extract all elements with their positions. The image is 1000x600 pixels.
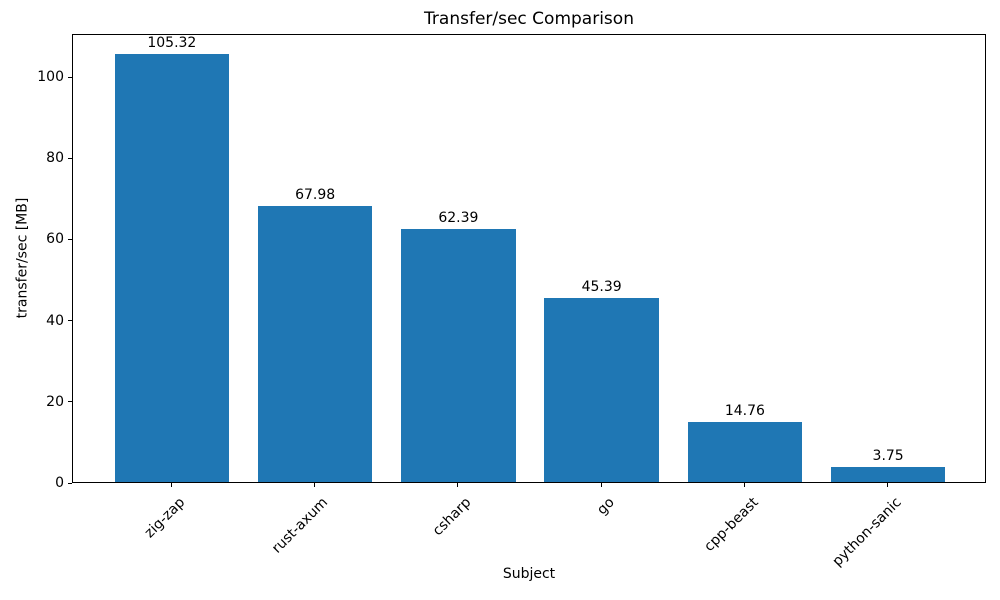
bar-value-label: 62.39 bbox=[438, 209, 479, 226]
x-tick-label: cpp-beast bbox=[700, 494, 762, 555]
x-tick-mark bbox=[887, 483, 889, 487]
y-tick-mark bbox=[68, 320, 72, 322]
y-tick-mark bbox=[68, 401, 72, 403]
x-tick-mark bbox=[457, 483, 459, 487]
bar-zig-zap bbox=[114, 54, 230, 482]
y-tick-label: 60 bbox=[46, 231, 64, 248]
y-tick-label: 40 bbox=[46, 312, 64, 329]
plot-area: 105.32 67.98 62.39 45.39 14.76 3.75 bbox=[72, 34, 986, 483]
y-tick-label: 20 bbox=[46, 393, 64, 410]
y-tick-label: 0 bbox=[55, 475, 64, 491]
y-tick-label: 80 bbox=[46, 150, 64, 167]
x-tick-label: python-sanic bbox=[829, 494, 905, 570]
bar-value-label: 3.75 bbox=[872, 447, 904, 464]
y-tick-mark bbox=[68, 482, 72, 484]
x-tick-label: csharp bbox=[430, 494, 475, 540]
bar-value-label: 105.32 bbox=[147, 35, 197, 52]
x-tick-mark bbox=[743, 483, 745, 487]
x-tick-mark bbox=[314, 483, 316, 487]
x-tick-mark bbox=[600, 483, 602, 487]
x-axis-label: Subject bbox=[502, 566, 556, 582]
y-tick-mark bbox=[68, 157, 72, 159]
bar-cpp-beast bbox=[687, 422, 803, 482]
x-tick-label: go bbox=[594, 494, 618, 519]
x-tick-label: rust-axum bbox=[269, 494, 332, 557]
y-tick-mark bbox=[68, 238, 72, 240]
bar-value-label: 67.98 bbox=[295, 187, 336, 204]
x-tick-label: zig-zap bbox=[141, 494, 189, 542]
bar-go bbox=[544, 297, 659, 482]
bar-rust-axum bbox=[257, 206, 373, 482]
y-axis-label: transfer/sec [MB] bbox=[14, 197, 31, 319]
bar-csharp bbox=[401, 228, 516, 482]
bar-value-label: 45.39 bbox=[581, 278, 622, 295]
y-tick-label: 100 bbox=[37, 69, 64, 86]
y-tick-mark bbox=[68, 76, 72, 78]
x-tick-mark bbox=[170, 483, 172, 487]
bar-python-sanic bbox=[830, 466, 946, 482]
bar-value-label: 14.76 bbox=[724, 403, 765, 420]
chart-title: Transfer/sec Comparison bbox=[424, 9, 634, 29]
